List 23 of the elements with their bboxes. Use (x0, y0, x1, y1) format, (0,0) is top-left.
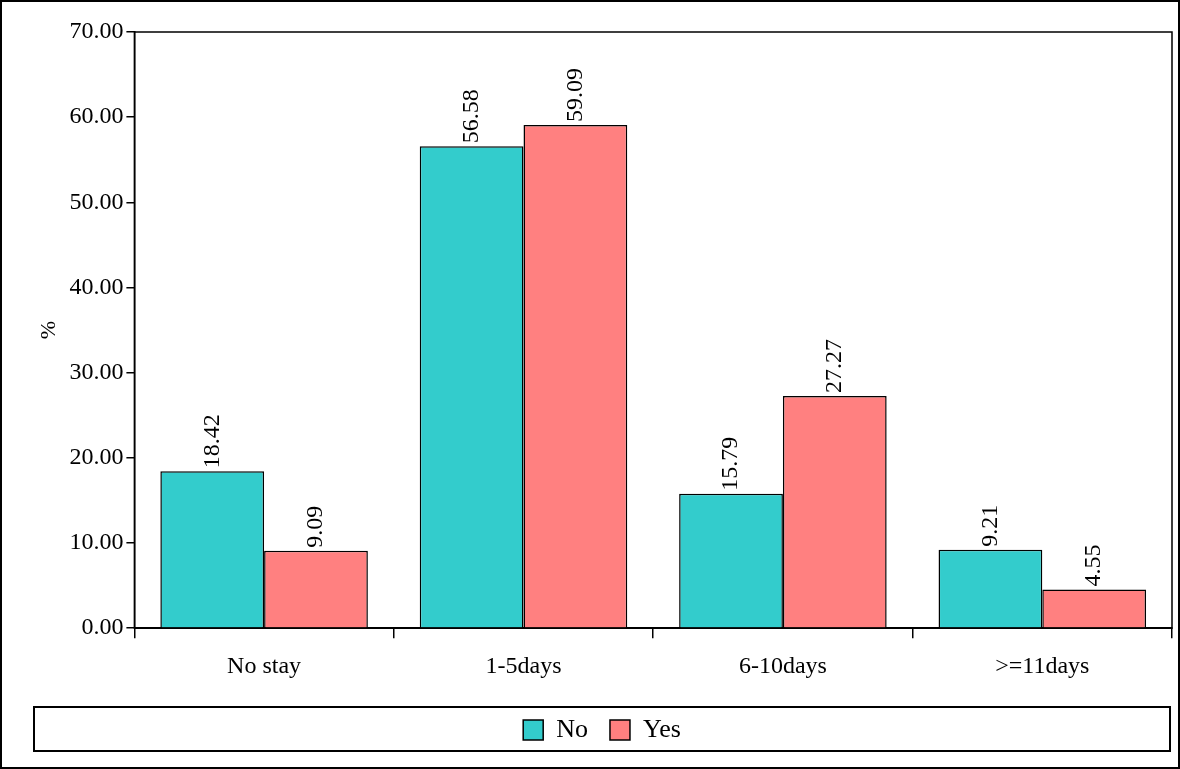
data-label: 18.42 (197, 414, 224, 469)
data-label: 9.21 (975, 504, 1002, 547)
y-axis-title: % (34, 320, 60, 340)
y-tick-label: 0.00 (81, 613, 124, 640)
legend-label: Yes (642, 713, 681, 743)
y-tick-label: 70.00 (69, 17, 124, 44)
x-tick-label: >=11days (995, 651, 1090, 678)
x-tick-label: 1-5days (485, 651, 562, 678)
data-label: 56.58 (456, 89, 483, 144)
y-tick-label: 60.00 (69, 102, 124, 129)
y-tick-label: 20.00 (69, 443, 124, 470)
x-tick-label: 6-10days (738, 651, 827, 678)
y-tick-label: 40.00 (69, 272, 124, 299)
y-tick-label: 50.00 (69, 187, 124, 214)
y-tick-label: 30.00 (69, 357, 124, 384)
data-label: 15.79 (716, 436, 743, 491)
data-label: 4.55 (1079, 544, 1106, 587)
y-tick-label: 10.00 (69, 528, 124, 555)
x-tick-label: No stay (227, 651, 302, 678)
data-label: 27.27 (820, 338, 847, 393)
data-label: 59.09 (560, 67, 587, 122)
legend-label: No (556, 713, 588, 743)
data-label: 9.09 (301, 505, 328, 548)
